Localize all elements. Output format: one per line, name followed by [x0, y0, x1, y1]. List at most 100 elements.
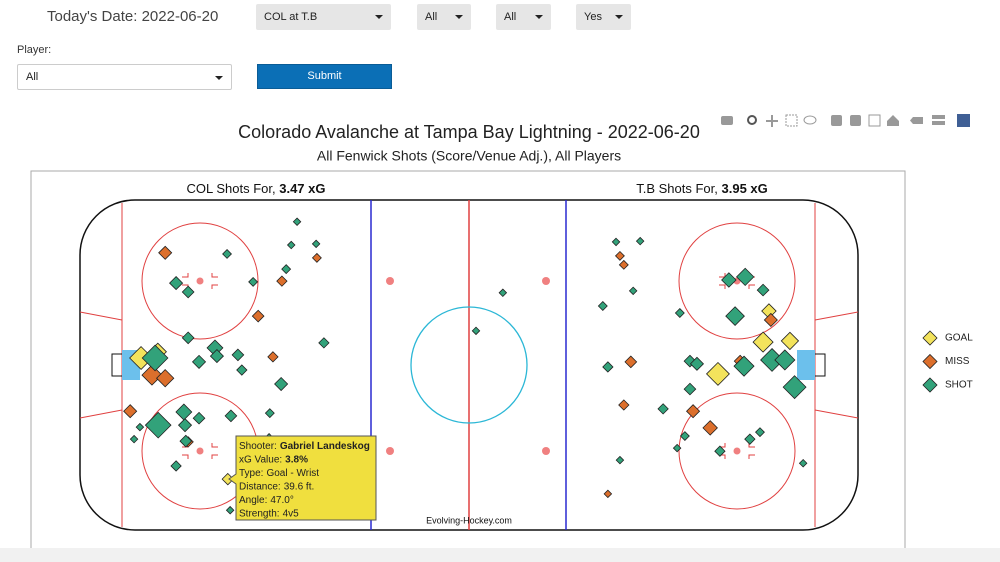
game-select[interactable]: COL at T.B [256, 4, 391, 30]
legend-marker [922, 330, 938, 346]
shot-marker [311, 252, 322, 263]
shot-marker [674, 308, 685, 318]
shot-marker [602, 361, 614, 373]
player-label: Player: [17, 44, 52, 56]
page-bottom [0, 548, 1000, 562]
submit-button[interactable]: Submit [257, 64, 392, 89]
filter-select[interactable]: Yes [576, 4, 631, 30]
shot-marker [264, 433, 275, 443]
icon-zoom-in [831, 115, 842, 126]
icon-spike [910, 117, 923, 124]
plot-frame [30, 170, 906, 552]
right-annotation: T.B Shots For, 3.95 xG [636, 181, 768, 196]
watermark: Evolving-Hockey.com [426, 515, 512, 525]
shot-marker [624, 355, 638, 369]
player-select[interactable]: All [17, 64, 232, 90]
annotation-value: 3.47 xG [279, 181, 325, 196]
shot-marker [274, 376, 289, 392]
filter-select[interactable]: All [496, 4, 551, 30]
shot-marker [628, 286, 638, 296]
faceoff-circle [678, 222, 796, 340]
shot-marker [733, 354, 747, 368]
modebar [721, 114, 970, 127]
shot-marker [281, 264, 292, 275]
center-circle [410, 306, 528, 424]
shot-marker [135, 422, 145, 432]
tooltip-label: Strength: [239, 508, 280, 519]
faceoff-dot [733, 277, 741, 285]
shot-marker [685, 404, 701, 419]
shot-marker [141, 364, 163, 386]
shot-marker [209, 349, 224, 364]
shot-marker [182, 436, 194, 448]
shot-marker [274, 453, 285, 464]
shot-marker [311, 239, 321, 249]
tooltip-label: Shooter: [239, 441, 277, 452]
shot-marker [231, 348, 245, 362]
faceoff-dot [733, 447, 741, 455]
shot-marker [158, 245, 173, 260]
shot-marker [286, 240, 296, 250]
icon-autoscale [868, 114, 881, 127]
shot-marker [175, 403, 193, 421]
faceoff-circles [141, 222, 796, 510]
left-annotation: COL Shots For, 3.47 xG [187, 181, 326, 196]
tooltip: Shooter: Gabriel Landeskog xG Value: 3.8% Ty… [228, 435, 377, 521]
tooltip-row: Strength: 4v5 [239, 508, 299, 519]
tooltip-label: Distance: [239, 481, 281, 492]
shot-marker [144, 411, 172, 439]
shot-marker [702, 420, 718, 436]
boards [79, 199, 859, 531]
icon-logo [957, 114, 970, 127]
tooltip-row: Shooter: Gabriel Landeskog [239, 441, 370, 452]
faceoff-dots [196, 277, 741, 455]
shot-marker [267, 351, 279, 363]
net [111, 353, 826, 377]
shot-marker [618, 399, 630, 411]
rink [79, 199, 859, 531]
faceoff-circle [141, 222, 259, 340]
icon-camera [721, 116, 733, 125]
annotation-label: T.B Shots For, [636, 181, 718, 196]
date-text: Today's Date: 2022-06-20 [47, 8, 219, 25]
shot-marker [221, 472, 235, 486]
legend-label: SHOT [945, 380, 973, 391]
shot-marker [148, 342, 167, 361]
icon-hover [932, 121, 945, 125]
legend-marker [922, 377, 938, 393]
shot-marker [292, 217, 302, 227]
tooltip-row: Distance: 39.6 ft. [239, 481, 314, 492]
annotation-label: COL Shots For, [187, 181, 276, 196]
shot-marker [611, 237, 621, 247]
tooltip-value: 3.8% [285, 454, 308, 465]
shot-marker [498, 288, 508, 298]
tooltip-label: Angle: [239, 495, 267, 506]
faceoff-dot [542, 277, 550, 285]
icon-zoom [747, 115, 757, 125]
tooltip-row: xG Value: 3.8% [239, 454, 308, 465]
shot-marker [276, 275, 288, 287]
faceoff-dot [196, 277, 204, 285]
filter-select[interactable]: All [417, 4, 471, 30]
hash-marks [182, 273, 755, 459]
shot-marker [191, 354, 207, 369]
icon-home [887, 115, 899, 126]
shot-marker [255, 476, 265, 486]
shot-marker [672, 443, 682, 453]
shot-marker [169, 276, 184, 291]
shot-marker [689, 356, 705, 371]
shot-marker [733, 355, 755, 377]
icon-zoom-out [850, 115, 861, 126]
shot-marker [222, 248, 233, 259]
legend: GOAL MISS SHOT [922, 330, 973, 393]
shot-marker [603, 489, 613, 499]
shot-marker [736, 267, 755, 287]
shot-marker [635, 236, 645, 246]
shot-marker [760, 347, 784, 372]
icon-select [785, 114, 798, 127]
shot-marker [721, 272, 737, 288]
shot-marker [683, 354, 697, 368]
shot-marker [782, 375, 807, 400]
shot-marker [179, 434, 193, 448]
